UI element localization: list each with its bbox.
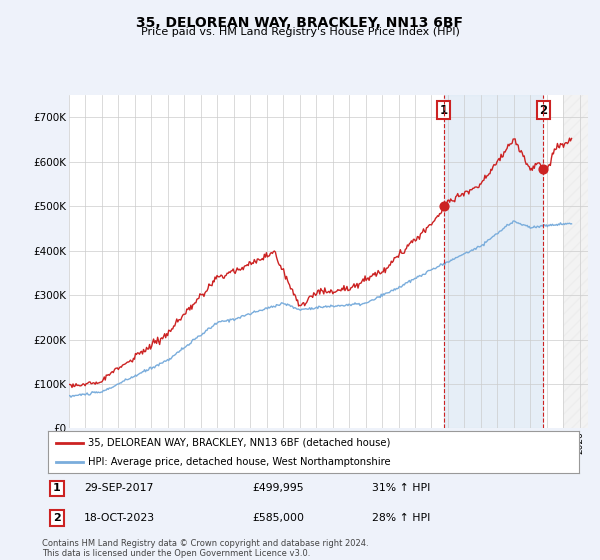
Text: 28% ↑ HPI: 28% ↑ HPI (372, 513, 430, 523)
Bar (444, 95, 544, 428)
Text: 1: 1 (53, 483, 61, 493)
Point (539, 164, 548, 173)
Text: 35, DELOREAN WAY, BRACKLEY, NN13 6BF: 35, DELOREAN WAY, BRACKLEY, NN13 6BF (137, 16, 464, 30)
Point (439, 202, 449, 211)
Text: Price paid vs. HM Land Registry's House Price Index (HPI): Price paid vs. HM Land Registry's House … (140, 27, 460, 37)
Text: Contains HM Land Registry data © Crown copyright and database right 2024.: Contains HM Land Registry data © Crown c… (42, 539, 368, 548)
Text: 35, DELOREAN WAY, BRACKLEY, NN13 6BF (detached house): 35, DELOREAN WAY, BRACKLEY, NN13 6BF (de… (88, 437, 390, 447)
Text: 2: 2 (539, 104, 547, 116)
Text: 18-OCT-2023: 18-OCT-2023 (84, 513, 155, 523)
Text: 29-SEP-2017: 29-SEP-2017 (84, 483, 154, 493)
Text: This data is licensed under the Open Government Licence v3.0.: This data is licensed under the Open Gov… (42, 549, 310, 558)
Text: £499,995: £499,995 (252, 483, 304, 493)
Text: £585,000: £585,000 (252, 513, 304, 523)
Text: HPI: Average price, detached house, West Northamptonshire: HPI: Average price, detached house, West… (88, 457, 391, 467)
Text: 1: 1 (440, 104, 448, 116)
Bar (563, 95, 588, 428)
Text: 2: 2 (53, 513, 61, 523)
Text: 31% ↑ HPI: 31% ↑ HPI (372, 483, 430, 493)
